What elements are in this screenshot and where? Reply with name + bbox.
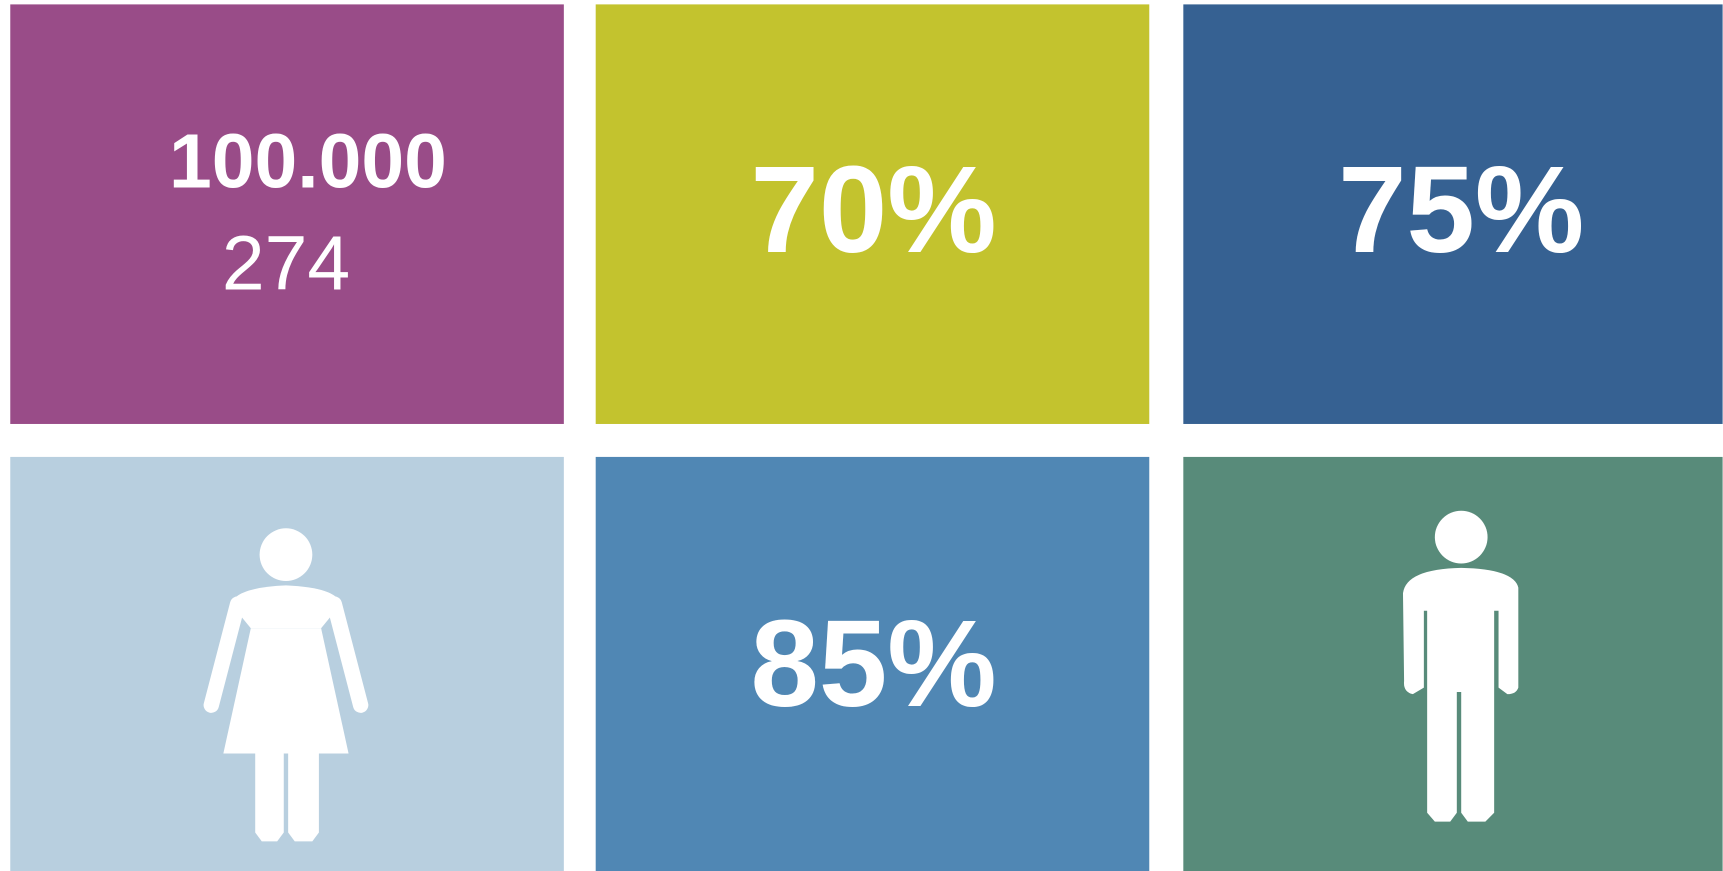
tile-value: 70% <box>750 142 996 279</box>
woman-icon <box>203 528 369 842</box>
tile-value: 85% <box>750 596 996 733</box>
tile <box>1183 4 1723 424</box>
tile-value: 100.000 <box>169 118 447 204</box>
tile-value: 75% <box>1338 142 1584 279</box>
tile-value: 274 <box>222 220 350 306</box>
tile <box>10 4 564 424</box>
tile <box>595 456 1150 871</box>
tile <box>595 4 1150 424</box>
man-icon <box>1402 510 1519 822</box>
